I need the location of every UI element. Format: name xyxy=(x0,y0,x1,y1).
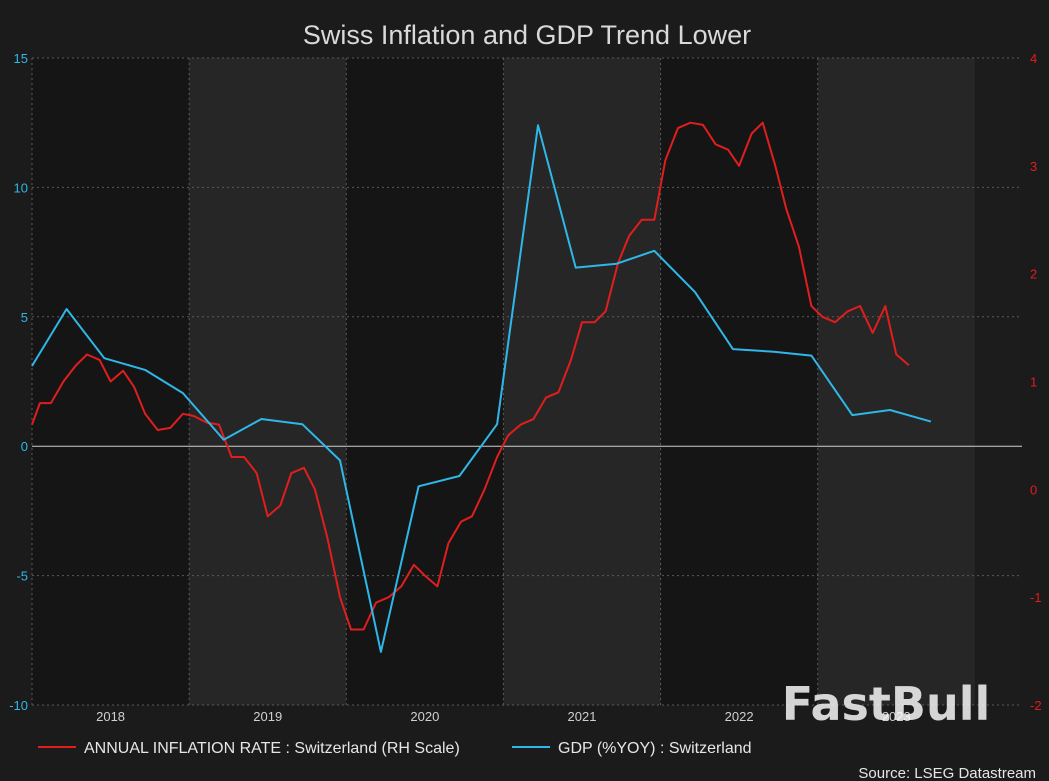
left-tick-label: 15 xyxy=(14,51,28,66)
chart-title: Swiss Inflation and GDP Trend Lower xyxy=(303,20,751,50)
year-band xyxy=(660,58,818,705)
source-note: Source: LSEG Datastream xyxy=(858,765,1036,781)
right-tick-label: -1 xyxy=(1030,590,1042,605)
year-band xyxy=(503,58,661,705)
x-tick-label: 2023 xyxy=(882,709,911,724)
x-axis-ticks: 2018 2019 2020 2021 2022 2023 xyxy=(96,709,911,724)
left-tick-label: 5 xyxy=(21,310,28,325)
legend: ANNUAL INFLATION RATE : Switzerland (RH … xyxy=(38,740,752,757)
right-tick-label: 2 xyxy=(1030,267,1037,282)
left-tick-label: -10 xyxy=(9,698,28,713)
left-axis-ticks: 15 10 5 0 -5 -10 xyxy=(9,51,28,713)
series-lines xyxy=(31,121,932,653)
year-band xyxy=(346,58,504,705)
x-tick-label: 2020 xyxy=(410,709,439,724)
right-tick-label: 4 xyxy=(1030,51,1037,66)
fastbull-watermark: FastBull xyxy=(782,677,990,731)
year-bands xyxy=(32,58,1022,705)
year-band xyxy=(189,58,347,705)
right-axis-ticks: 4 3 2 1 0 -1 -2 xyxy=(1030,51,1042,713)
x-tick-label: 2018 xyxy=(96,709,125,724)
inflation-line xyxy=(31,121,910,631)
x-tick-label: 2021 xyxy=(568,709,597,724)
gdp-line xyxy=(31,124,932,653)
x-tick-label: 2019 xyxy=(253,709,282,724)
left-tick-label: 10 xyxy=(14,180,28,195)
gridlines xyxy=(31,57,1022,706)
legend-label-gdp: GDP (%YOY) : Switzerland xyxy=(558,740,752,757)
left-tick-label: -5 xyxy=(16,569,28,584)
right-tick-label: 3 xyxy=(1030,159,1037,174)
year-band xyxy=(817,58,975,705)
right-tick-label: 1 xyxy=(1030,375,1037,390)
right-tick-label: 0 xyxy=(1030,482,1037,497)
left-tick-label: 0 xyxy=(21,439,28,454)
legend-label-inflation: ANNUAL INFLATION RATE : Switzerland (RH … xyxy=(84,740,460,757)
x-tick-label: 2022 xyxy=(725,709,754,724)
right-tick-label: -2 xyxy=(1030,698,1042,713)
